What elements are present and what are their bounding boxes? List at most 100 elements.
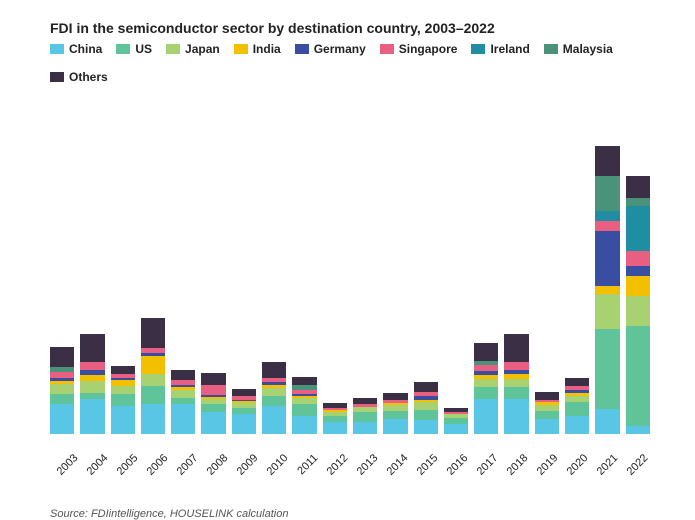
bar bbox=[383, 393, 407, 434]
legend-swatch bbox=[50, 44, 64, 54]
legend-label: Ireland bbox=[490, 42, 529, 56]
bar-segment bbox=[595, 211, 619, 221]
bar-segment bbox=[595, 329, 619, 409]
bar-segment bbox=[50, 384, 74, 394]
bar-segment bbox=[474, 379, 498, 387]
bar-segment bbox=[292, 377, 316, 385]
bar-segment bbox=[626, 426, 650, 434]
bar-segment bbox=[50, 347, 74, 367]
bar bbox=[595, 146, 619, 434]
bar-segment bbox=[80, 381, 104, 393]
bar-segment bbox=[383, 393, 407, 400]
bar-segment bbox=[141, 404, 165, 434]
bar-segment bbox=[595, 231, 619, 286]
bar-segment bbox=[474, 399, 498, 434]
bar-segment bbox=[626, 176, 650, 198]
bar-segment bbox=[414, 382, 438, 392]
bar-segment bbox=[323, 422, 347, 434]
bar-segment bbox=[626, 266, 650, 276]
bar-segment bbox=[474, 343, 498, 361]
legend-swatch bbox=[50, 72, 64, 82]
bar-segment bbox=[626, 198, 650, 206]
bar-segment bbox=[50, 404, 74, 434]
legend-item: Germany bbox=[295, 42, 366, 56]
legend-label: India bbox=[253, 42, 281, 56]
bar bbox=[262, 362, 286, 434]
bar-segment bbox=[444, 424, 468, 434]
legend-swatch bbox=[544, 44, 558, 54]
legend-item: India bbox=[234, 42, 281, 56]
bar bbox=[201, 373, 225, 434]
bar-segment bbox=[626, 296, 650, 326]
bar-segment bbox=[383, 419, 407, 434]
bar bbox=[565, 378, 589, 434]
chart-container: FDI in the semiconductor sector by desti… bbox=[0, 0, 695, 512]
bar-segment bbox=[595, 294, 619, 329]
bar-segment bbox=[565, 416, 589, 434]
bar-segment bbox=[141, 318, 165, 348]
bar bbox=[171, 370, 195, 434]
legend-item: US bbox=[116, 42, 152, 56]
legend-label: Japan bbox=[185, 42, 220, 56]
legend-swatch bbox=[166, 44, 180, 54]
bar-segment bbox=[535, 419, 559, 434]
bar-segment bbox=[292, 404, 316, 416]
bar-segment bbox=[535, 392, 559, 400]
bar bbox=[80, 334, 104, 434]
bar-segment bbox=[565, 402, 589, 416]
bar-segment bbox=[171, 404, 195, 434]
bar-segment bbox=[80, 334, 104, 362]
bar-segment bbox=[111, 406, 135, 434]
bar-segment bbox=[232, 414, 256, 434]
bar-segment bbox=[111, 394, 135, 406]
legend: China US Japan India Germany Singapore Ireland… bbox=[50, 42, 665, 84]
bar-segment bbox=[353, 422, 377, 434]
x-axis-labels: 2003200420052006200720082009201020112012… bbox=[50, 438, 650, 488]
bar-segment bbox=[504, 362, 528, 370]
bar-segment bbox=[262, 396, 286, 406]
plot-area bbox=[50, 134, 650, 434]
legend-swatch bbox=[116, 44, 130, 54]
legend-swatch bbox=[471, 44, 485, 54]
bar-segment bbox=[232, 389, 256, 396]
bar-segment bbox=[201, 373, 225, 385]
bar-segment bbox=[201, 404, 225, 412]
bar-segment bbox=[474, 387, 498, 399]
bar-segment bbox=[626, 326, 650, 426]
bar-segment bbox=[262, 388, 286, 396]
bar bbox=[444, 408, 468, 434]
chart-title: FDI in the semiconductor sector by desti… bbox=[50, 20, 665, 36]
bar bbox=[535, 392, 559, 434]
bar-segment bbox=[595, 176, 619, 211]
bar-segment bbox=[414, 402, 438, 410]
bar-segment bbox=[292, 416, 316, 434]
bar-segment bbox=[414, 410, 438, 420]
legend-swatch bbox=[380, 44, 394, 54]
bar-segment bbox=[504, 387, 528, 399]
source-footnote: Source: FDIintelligence, HOUSELINK calcu… bbox=[50, 508, 665, 520]
legend-label: China bbox=[69, 42, 102, 56]
legend-item: Others bbox=[50, 70, 108, 84]
bar bbox=[323, 403, 347, 434]
legend-label: US bbox=[135, 42, 152, 56]
bar-segment bbox=[111, 366, 135, 374]
legend-label: Singapore bbox=[399, 42, 458, 56]
bar-segment bbox=[201, 385, 225, 395]
legend-label: Germany bbox=[314, 42, 366, 56]
bar bbox=[626, 176, 650, 434]
bar-segment bbox=[262, 406, 286, 434]
bar-segment bbox=[171, 370, 195, 380]
legend-swatch bbox=[234, 44, 248, 54]
bar bbox=[414, 382, 438, 434]
bar-segment bbox=[353, 412, 377, 422]
bar-segment bbox=[141, 374, 165, 386]
bar-segment bbox=[535, 411, 559, 419]
bar-segment bbox=[50, 394, 74, 404]
bar-segment bbox=[595, 286, 619, 294]
bar-segment bbox=[565, 378, 589, 386]
bar bbox=[141, 318, 165, 434]
bar-segment bbox=[171, 390, 195, 398]
bar-segment bbox=[201, 412, 225, 434]
bar-segment bbox=[595, 146, 619, 176]
bar bbox=[111, 366, 135, 434]
